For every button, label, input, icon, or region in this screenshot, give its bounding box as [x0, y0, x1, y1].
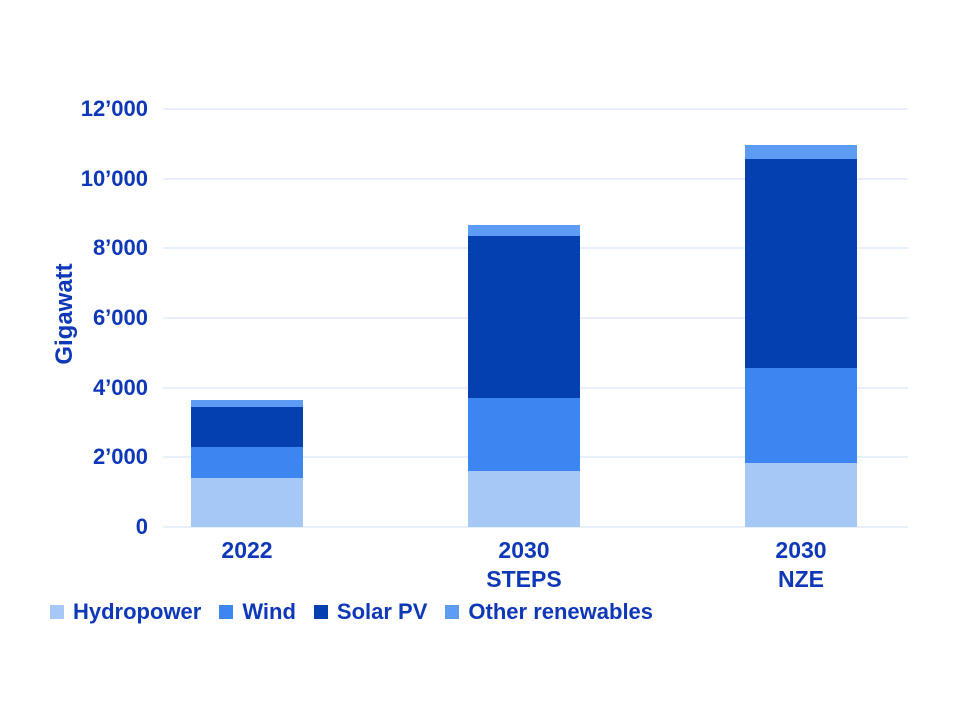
gridline-0 [163, 526, 908, 528]
bar-segment-solar-pv-2030-nze [745, 158, 857, 368]
legend-swatch-solar-pv-icon [313, 605, 328, 619]
legend-item-wind: Wind [219, 599, 296, 625]
bar-segment-other-renewables-2030-nze [745, 144, 857, 159]
legend-swatch-hydropower-icon [50, 605, 64, 619]
legend-label-solar-pv: Solar PV [336, 599, 428, 624]
legend-swatch-wind-icon [219, 605, 234, 619]
bar-segment-other-renewables-2022 [191, 399, 303, 407]
y-tick-label-2000: 2’000 [92, 444, 148, 470]
x-axis-label-line: STEPS [486, 566, 562, 592]
bar-segment-hydropower-2030-steps [468, 471, 580, 527]
y-tick-label-10000: 10’000 [80, 165, 148, 191]
bar-segment-hydropower-2022 [191, 478, 303, 527]
gridline-10000 [163, 177, 908, 180]
x-axis-label-line: 2022 [221, 537, 273, 563]
legend-label-other-renewables: Other renewables [468, 599, 654, 624]
chart-legend: Hydropower Wind Solar PV Other renewables [50, 599, 653, 625]
x-axis-label-line: 2030 [498, 537, 550, 563]
y-tick-label-0: 0 [135, 514, 148, 539]
bar-segment-hydropower-2030-nze [745, 462, 857, 527]
bar-segment-wind-2030-nze [745, 367, 857, 463]
y-tick-label-4000: 4’000 [92, 374, 148, 400]
x-axis-label-2030-steps: 2030 STEPS [414, 536, 634, 594]
bar-segment-wind-2022 [191, 446, 303, 479]
y-tick-label-8000: 8’000 [92, 235, 148, 261]
legend-label-wind: Wind [242, 599, 296, 624]
y-tick-label-6000: 6’000 [92, 305, 148, 330]
legend-item-hydropower: Hydropower [50, 599, 201, 625]
bar-segment-solar-pv-2030-steps [468, 236, 580, 399]
legend-label-hydropower: Hydropower [73, 599, 202, 624]
bar-segment-wind-2030-steps [468, 398, 580, 472]
x-axis-label-line: 2030 [775, 537, 827, 563]
legend-item-solar-pv: Solar PV [313, 599, 428, 625]
x-axis-label-2030-nze: 2030 NZE [691, 536, 911, 594]
gridline-12000 [163, 108, 908, 110]
x-axis-label-2022: 2022 [137, 536, 357, 565]
bar-segment-solar-pv-2022 [191, 406, 303, 447]
y-tick-label-12000: 12’000 [80, 96, 148, 121]
legend-item-other-renewables: Other renewables [445, 599, 653, 625]
legend-swatch-other-renewables-icon [445, 605, 460, 619]
bar-segment-other-renewables-2030-steps [468, 224, 580, 237]
x-axis-label-line: NZE [778, 566, 824, 592]
